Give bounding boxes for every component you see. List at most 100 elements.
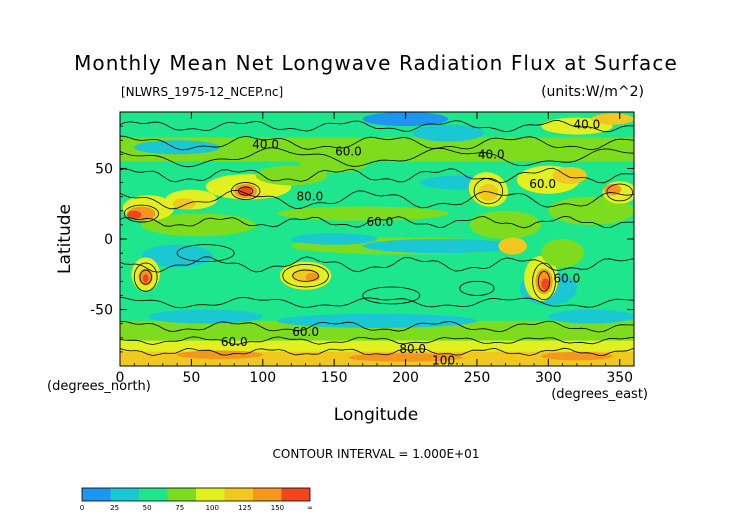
field-region [141, 213, 256, 237]
contour-label: 60.0 [529, 177, 556, 191]
contour-loop [123, 204, 159, 223]
y-axis: -50 0 50 [90, 111, 634, 367]
contour-loop [230, 182, 261, 200]
x-unit-label: (degrees_east) [551, 387, 648, 402]
field-region [348, 353, 463, 362]
contour-loop [606, 183, 633, 202]
colorbar-tick-label: 50 [143, 504, 152, 512]
field-region [277, 313, 477, 328]
contour-labels: 40.0 60.0 40.0 40.0 60.0 80.0 60.0 60.0 60.0 80.0… [221, 118, 600, 368]
contour-loop [362, 286, 421, 305]
contour-label: 60.0 [221, 335, 248, 349]
contour-loop [473, 177, 504, 205]
contour-loop [133, 262, 158, 292]
field-region [142, 274, 149, 283]
contour-label: 40.0 [478, 147, 505, 161]
contour-line [120, 167, 634, 184]
contour-label: 60.0 [366, 215, 393, 229]
field-region [469, 210, 542, 239]
colorbar-swatch [196, 488, 225, 501]
x-tick-label: 350 [606, 370, 633, 386]
plot-area: 40.0 60.0 40.0 40.0 60.0 80.0 60.0 60.0 60.0 80.0… [119, 111, 635, 368]
x-axis-title: Longitude [334, 405, 419, 425]
colorbar-tick-label: 150 [271, 504, 284, 512]
x-tick-label: 300 [535, 370, 562, 386]
contour-label: 80.0 [297, 190, 324, 204]
field-region [239, 186, 252, 196]
colorbar-tick-label: 25 [110, 504, 119, 512]
colorbar: 0 25 50 75 100 125 150 ∞ [80, 487, 313, 512]
field-region [134, 140, 220, 155]
contour-label: 60.0 [292, 325, 319, 339]
y-axis-title: Latitude [55, 204, 75, 274]
units-label: (units:W/m^2) [541, 84, 644, 100]
colorbar-swatch [224, 488, 253, 501]
contour-loop [139, 269, 152, 285]
field-band [120, 320, 634, 341]
contour-line [120, 189, 634, 210]
contour-label: 40.0 [574, 118, 601, 132]
contour-interval-label: CONTOUR INTERVAL = 1.000E+01 [273, 447, 480, 461]
colorbar-tick-label: 0 [80, 504, 84, 512]
contour-label: 60.0 [335, 145, 362, 159]
colorbar-swatch [139, 488, 168, 501]
contour-label: 60.0 [554, 272, 581, 286]
source-file-label: [NLWRS_1975-12_NCEP.nc] [121, 85, 283, 99]
contour-lines [120, 119, 634, 357]
field-region [541, 351, 613, 361]
chart-title: Monthly Mean Net Longwave Radiation Flux… [74, 51, 678, 75]
field-region [362, 239, 520, 254]
field-band [120, 137, 634, 162]
y-tick-label: 0 [104, 232, 113, 248]
field-region [541, 239, 585, 268]
contour-label: 80.0 [399, 342, 426, 356]
colorbar-swatch [253, 488, 282, 501]
colorbar-tick-label: 100 [206, 504, 219, 512]
colorbar-swatch [110, 488, 139, 501]
colorbar-frame [81, 487, 311, 502]
contour-line [120, 336, 634, 345]
contour-label: 100. [432, 353, 459, 367]
field-region [148, 309, 263, 324]
field-band [120, 340, 634, 352]
colorbar-swatch [167, 488, 196, 501]
contour-line [120, 296, 634, 309]
field-region [541, 278, 550, 290]
field-region [277, 206, 449, 221]
field-region [255, 165, 328, 186]
contour-loop [292, 269, 319, 282]
x-axis: 0 50 100 150 200 250 300 350 [116, 112, 635, 386]
contour-loop [537, 271, 551, 292]
field-region [298, 150, 370, 173]
colorbar-swatch [82, 488, 111, 501]
colorbar-swatch [281, 488, 310, 501]
field-region [412, 124, 485, 142]
field-region [498, 237, 527, 255]
x-tick-label: 150 [321, 370, 348, 386]
contour-line [120, 320, 634, 333]
contour-line [120, 135, 634, 151]
x-tick-label: 100 [249, 370, 276, 386]
field-region [172, 198, 196, 210]
y-unit-label: (degrees_north) [47, 379, 151, 394]
field-region [552, 167, 587, 184]
x-tick-label: 50 [182, 370, 200, 386]
field-region [478, 183, 499, 201]
colorbar-tick-label: 125 [238, 504, 251, 512]
field-region [591, 113, 634, 125]
contour-loop [238, 186, 254, 196]
y-tick-label: 50 [95, 161, 113, 177]
contour-loop [282, 264, 329, 288]
field-region [548, 309, 634, 324]
x-tick-label: 250 [464, 370, 491, 386]
colorbar-tick-label: 75 [175, 504, 184, 512]
contour-line [120, 256, 634, 273]
contour-loop [459, 280, 495, 296]
colorbar-tick-label: ∞ [307, 504, 313, 512]
field-region [362, 112, 449, 127]
contour-line [120, 215, 634, 229]
contour-line [120, 147, 634, 168]
field-region [127, 210, 142, 220]
field-region [291, 233, 377, 245]
